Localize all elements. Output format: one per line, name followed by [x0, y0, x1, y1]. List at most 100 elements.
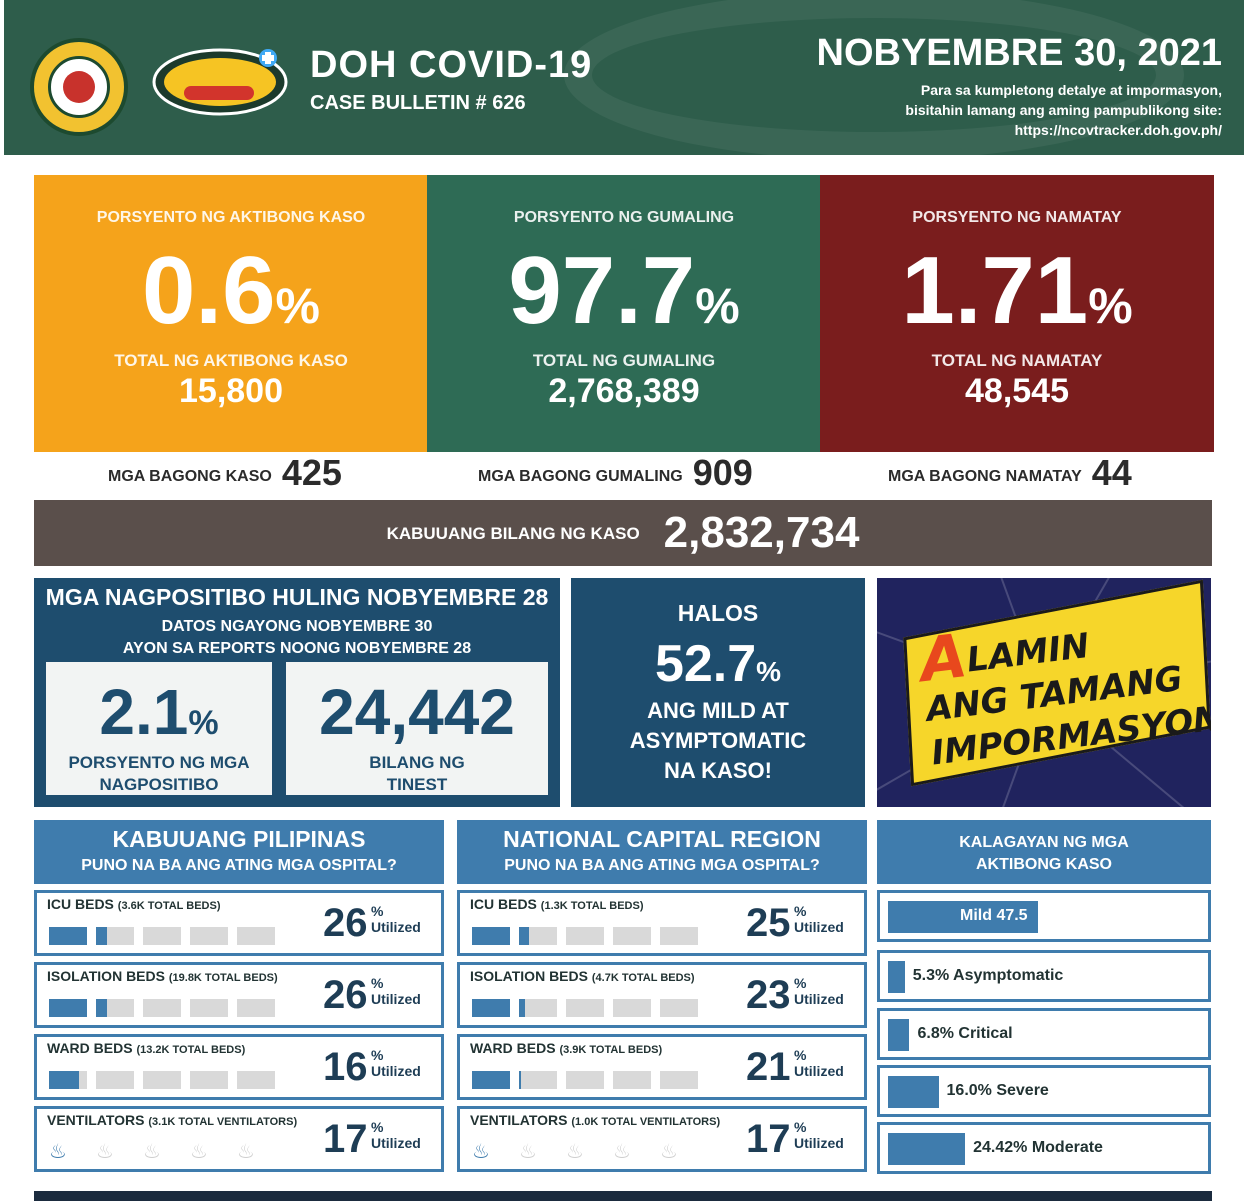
utilization-bars: ♨ ♨ ♨ ♨ ♨ — [49, 1139, 281, 1163]
tested-box: 24,442 BILANG NG TINEST — [286, 662, 548, 795]
positivity-rate: 2.1% — [99, 676, 219, 748]
utilization-unit: % Utilized — [794, 1047, 844, 1079]
utilization-row: VENTILATORS (3.1K TOTAL VENTILATORS) ♨ ♨ ♨ ♨… — [34, 1106, 444, 1172]
utilization-unit: % Utilized — [794, 903, 844, 935]
bulletin-number: CASE BULLETIN # 626 — [310, 92, 526, 114]
bed-bar — [143, 999, 181, 1017]
tested-label: BILANG NG TINEST — [369, 753, 465, 794]
active-status-label: 24.42% Moderate — [973, 1139, 1103, 1156]
utilization-row: ISOLATION BEDS (4.7K TOTAL BEDS) 23% Utili… — [457, 962, 867, 1028]
site-note-line1: Para sa kumpletong detalye at impormasyo… — [920, 82, 1222, 98]
utilization-row: ICU BEDS (3.6K TOTAL BEDS) 26% Utilized — [34, 890, 444, 956]
bed-bar — [613, 1071, 651, 1089]
ventilator-icon: ♨ — [96, 1141, 114, 1163]
total-cases-label: KABUUANG BILANG NG KASO — [386, 524, 640, 543]
ventilator-icon: ♨ — [143, 1141, 161, 1163]
mild-asymptomatic-panel: HALOS 52.7% ANG MILD AT ASYMPTOMATIC NA … — [571, 578, 865, 807]
utilization-value: 17 — [746, 1117, 791, 1161]
bed-bar-fill — [519, 999, 525, 1017]
bed-bar — [237, 927, 275, 945]
bed-bar — [566, 999, 604, 1017]
active-status-bar — [888, 1019, 910, 1051]
hospital-panel-title: NATIONAL CAPITAL REGION — [503, 826, 821, 852]
bed-bar-fill — [472, 999, 510, 1017]
hospital-panel-subtitle: PUNO NA BA ANG ATING MGA OSPITAL? — [504, 857, 820, 874]
utilization-unit: % Utilized — [794, 975, 844, 1007]
site-note: Para sa kumpletong detalye at impormasyo… — [822, 80, 1222, 140]
utilization-bars — [49, 923, 281, 947]
bed-bar-fill — [49, 999, 87, 1017]
utilization-label: ISOLATION BEDS (19.8K TOTAL BEDS) — [47, 968, 278, 984]
utilization-label: VENTILATORS (3.1K TOTAL VENTILATORS) — [47, 1112, 298, 1128]
hospital-panel-header: KABUUANG PILIPINAS PUNO NA BA ANG ATING M… — [34, 820, 444, 884]
bed-bar — [566, 927, 604, 945]
ventilator-icon: ♨ — [613, 1141, 631, 1163]
bed-bar — [237, 999, 275, 1017]
active-total: 15,800 — [179, 372, 283, 410]
utilization-bars — [472, 923, 704, 947]
total-cases-bar: KABUUANG BILANG NG KASO 2,832,734 — [34, 500, 1212, 566]
utilization-bars — [472, 995, 704, 1019]
active-status-bar — [888, 1133, 966, 1165]
active-status-row: 5.3% Asymptomatic — [877, 950, 1211, 1002]
utilization-value: 26 — [323, 973, 368, 1017]
bed-bar-fill — [519, 927, 529, 945]
bed-bar-fill — [49, 1071, 80, 1089]
deaths-percent: 1.71% — [901, 237, 1133, 344]
site-url[interactable]: https://ncovtracker.doh.gov.ph/ — [1014, 122, 1222, 138]
utilization-label: ICU BEDS (1.3K TOTAL BEDS) — [470, 896, 644, 912]
bed-bar-fill — [519, 1071, 521, 1089]
active-status-label: 6.8% Critical — [917, 1025, 1013, 1042]
utilization-row: WARD BEDS (13.2K TOTAL BEDS) 16% Utilized — [34, 1034, 444, 1100]
active-percent-label: PORSYENTO NG AKTIBONG KASO — [96, 209, 366, 226]
utilization-bars — [472, 1067, 704, 1091]
positivity-rate-label: PORSYENTO NG MGA NAGPOSITIBO — [68, 753, 250, 794]
utilization-label: ISOLATION BEDS (4.7K TOTAL BEDS) — [470, 968, 695, 984]
utilization-unit: % Utilized — [371, 975, 421, 1007]
utilization-value: 17 — [323, 1117, 368, 1161]
utilization-value: 16 — [323, 1045, 368, 1089]
bed-bar-fill — [472, 927, 510, 945]
deaths-percent-label: PORSYENTO NG NAMATAY — [912, 209, 1122, 226]
bida-logo-icon — [152, 48, 288, 116]
active-percent: 0.6% — [142, 237, 320, 344]
utilization-row: VENTILATORS (1.0K TOTAL VENTILATORS) ♨ ♨ ♨ ♨… — [457, 1106, 867, 1172]
recovered-box: PORSYENTO NG GUMALING 97.7% TOTAL NG GUM… — [427, 175, 821, 452]
active-status-row: 6.8% Critical — [877, 1008, 1211, 1060]
utilization-label: WARD BEDS (13.2K TOTAL BEDS) — [47, 1040, 246, 1056]
bed-bar — [143, 1071, 181, 1089]
active-status-row: 24.42% Moderate — [877, 1122, 1211, 1174]
doh-seal-icon — [30, 38, 128, 136]
utilization-bars — [49, 1067, 281, 1091]
recovered-total: 2,768,389 — [548, 372, 700, 410]
utilization-label: VENTILATORS (1.0K TOTAL VENTILATORS) — [470, 1112, 721, 1128]
bed-bar — [519, 1071, 557, 1089]
bed-bar-fill — [472, 1071, 510, 1089]
utilization-row: WARD BEDS (3.9K TOTAL BEDS) 21% Utilized — [457, 1034, 867, 1100]
hospital-panel-title: KABUUANG PILIPINAS — [112, 826, 366, 852]
positivity-subtitle: DATOS NGAYONG NOBYEMBRE 30 AYON SA REPOR… — [122, 618, 472, 657]
active-status-label: Mild 47.5 — [960, 907, 1028, 924]
ventilator-icon: ♨ — [190, 1141, 208, 1163]
bed-bar — [190, 927, 228, 945]
bed-bar — [660, 1071, 698, 1089]
utilization-label: ICU BEDS (3.6K TOTAL BEDS) — [47, 896, 221, 912]
bulletin-title: DOH COVID-19 — [310, 44, 593, 86]
positivity-title: MGA NAGPOSITIBO HULING NOBYEMBRE 28 — [45, 584, 549, 610]
deaths-total-label: TOTAL NG NAMATAY — [931, 351, 1103, 370]
active-cases-box: PORSYENTO NG AKTIBONG KASO 0.6% TOTAL NG… — [34, 175, 428, 452]
bed-bar-fill — [96, 927, 108, 945]
utilization-row: ISOLATION BEDS (19.8K TOTAL BEDS) 26% Util… — [34, 962, 444, 1028]
mild-halos: HALOS — [677, 600, 759, 626]
utilization-value: 23 — [746, 973, 791, 1017]
bottom-strip — [34, 1191, 1212, 1201]
bed-bar — [660, 999, 698, 1017]
new-deaths: MGA BAGONG NAMATAY 44 — [888, 452, 1132, 493]
alamin-banner: ALAMIN ANG TAMANG IMPORMASYON — [877, 578, 1211, 807]
bed-bar — [613, 999, 651, 1017]
utilization-unit: % Utilized — [371, 1119, 421, 1151]
utilization-bars — [49, 995, 281, 1019]
alamin-text: ALAMIN ANG TAMANG IMPORMASYON — [916, 621, 1211, 774]
ventilator-icon: ♨ — [566, 1141, 584, 1163]
